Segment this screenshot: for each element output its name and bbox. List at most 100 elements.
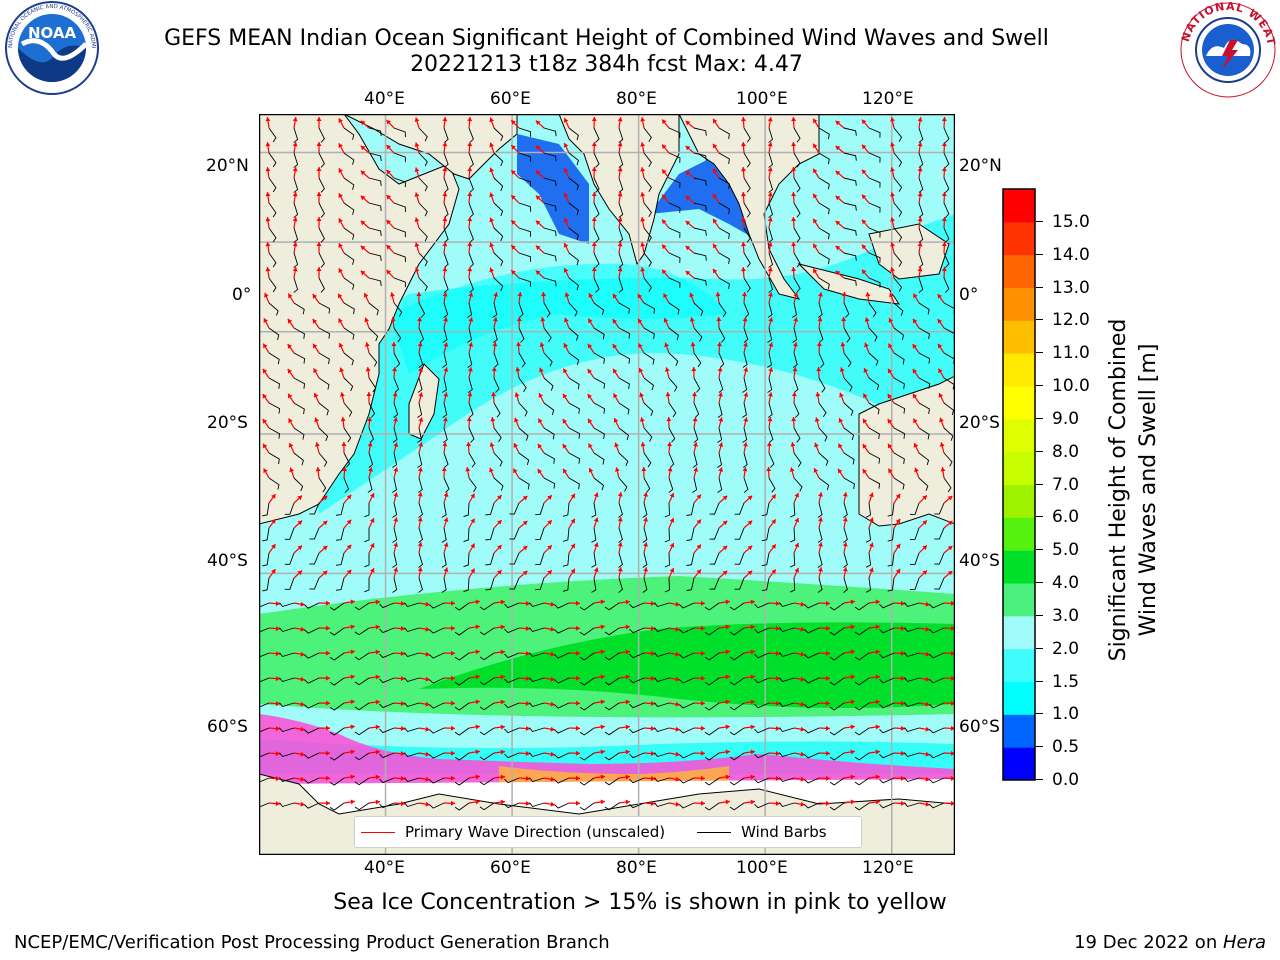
wave-arrow-head (360, 220, 366, 226)
wave-arrow-head (386, 144, 392, 150)
wave-arrow-head (511, 195, 516, 200)
wind-barb (709, 527, 720, 540)
wind-barb (468, 477, 477, 493)
wind-barb (709, 502, 720, 515)
wave-arrow-head (813, 118, 818, 124)
wind-barb (379, 802, 395, 809)
wind-barb (843, 227, 857, 236)
wind-barb (686, 502, 695, 516)
wind-barb (943, 127, 950, 143)
wave-arrow-head (300, 651, 305, 657)
wind-barb (293, 177, 299, 193)
wave-arrow-head (835, 195, 841, 201)
wave-arrow-head (791, 417, 797, 422)
wave-arrow-head (443, 317, 448, 322)
wave-arrow-head (467, 142, 473, 147)
wave-arrow-head (742, 317, 748, 322)
wind-barb (686, 577, 695, 591)
wind-barb (379, 727, 395, 734)
wind-barb (284, 552, 295, 565)
wind-barb (493, 252, 504, 267)
wind-barb (829, 752, 845, 761)
wind-barb (268, 227, 277, 243)
wind-barb (918, 402, 930, 414)
wind-barb (568, 252, 579, 266)
wave-arrow-head (650, 725, 655, 731)
wind-barb (929, 727, 945, 734)
wind-barb (868, 127, 881, 138)
wave-arrow-head (775, 625, 780, 631)
wind-barb (379, 702, 395, 709)
wind-barb (492, 327, 498, 343)
wind-barb (467, 352, 473, 368)
wave-arrow-head (640, 442, 646, 447)
wave-arrow-head (442, 417, 448, 422)
wave-arrow-head (842, 517, 848, 522)
wind-barb (793, 152, 801, 168)
wave-arrow-head (346, 569, 352, 575)
wave-arrow-head (350, 799, 355, 805)
wind-barb (467, 327, 473, 343)
wind-barb (768, 202, 774, 218)
wave-arrow-head (950, 650, 955, 656)
wave-arrow-head (600, 749, 605, 755)
wave-arrow-head (262, 393, 268, 399)
wind-barb (368, 127, 382, 137)
wave-arrow-head (493, 292, 499, 297)
wind-barb (568, 427, 581, 439)
wave-arrow-head (750, 599, 755, 605)
wave-arrow-head (700, 675, 705, 681)
wave-arrow-head (386, 169, 392, 175)
wind-barb (417, 377, 423, 393)
wave-arrow-head (925, 751, 930, 757)
wind-barb (336, 577, 345, 591)
wind-barb (854, 777, 870, 786)
wind-barb (368, 427, 375, 443)
wave-arrow-head (725, 674, 730, 680)
wind-barb (693, 427, 699, 443)
wind-barb (868, 352, 879, 366)
wind-barb (593, 277, 600, 293)
wave-arrow-head (541, 292, 547, 297)
lat-tick-left-60s: 60°S (207, 717, 248, 737)
colorbar-segment (1003, 714, 1035, 748)
footer-right: 19 Dec 2022 on Hera (1074, 932, 1266, 953)
wave-arrow-head (600, 724, 605, 730)
wave-arrow-head (725, 624, 730, 630)
wind-barb (443, 152, 449, 168)
wave-arrow-head (917, 117, 923, 122)
wave-arrow-head (300, 626, 305, 632)
wind-barb (568, 302, 578, 317)
wind-barb (393, 402, 399, 418)
wave-arrow-head (947, 495, 953, 501)
wind-barb (354, 727, 370, 736)
wave-arrow-head (775, 675, 780, 681)
wind-barb (843, 452, 855, 465)
wave-arrow-head (450, 800, 455, 806)
colorbar-tick-label: 9.0 (1052, 408, 1080, 429)
wind-barb (704, 652, 720, 661)
wave-arrow-head (643, 542, 649, 547)
wave-arrow-head (771, 519, 776, 525)
wind-barb (943, 277, 950, 293)
wind-barb (734, 527, 745, 540)
wave-arrow-head (937, 343, 943, 349)
wave-arrow-head (895, 493, 901, 499)
wave-arrow-head (791, 392, 797, 397)
wind-barb (318, 352, 330, 365)
wave-arrow-head (794, 567, 800, 573)
wind-barb (692, 477, 698, 493)
wind-barb (943, 252, 950, 268)
wave-arrow-head (522, 545, 528, 551)
wind-barb (279, 777, 295, 783)
wind-barb (293, 152, 299, 168)
wind-barb (668, 127, 681, 138)
wave-arrow-head (491, 392, 497, 397)
wave-arrow-head (639, 417, 645, 422)
wind-barb (904, 802, 920, 808)
wave-arrow-head (591, 117, 597, 122)
wind-barb (668, 252, 681, 263)
wind-barb (618, 577, 623, 593)
wind-barb (504, 802, 520, 809)
wave-arrow-head (890, 142, 895, 147)
